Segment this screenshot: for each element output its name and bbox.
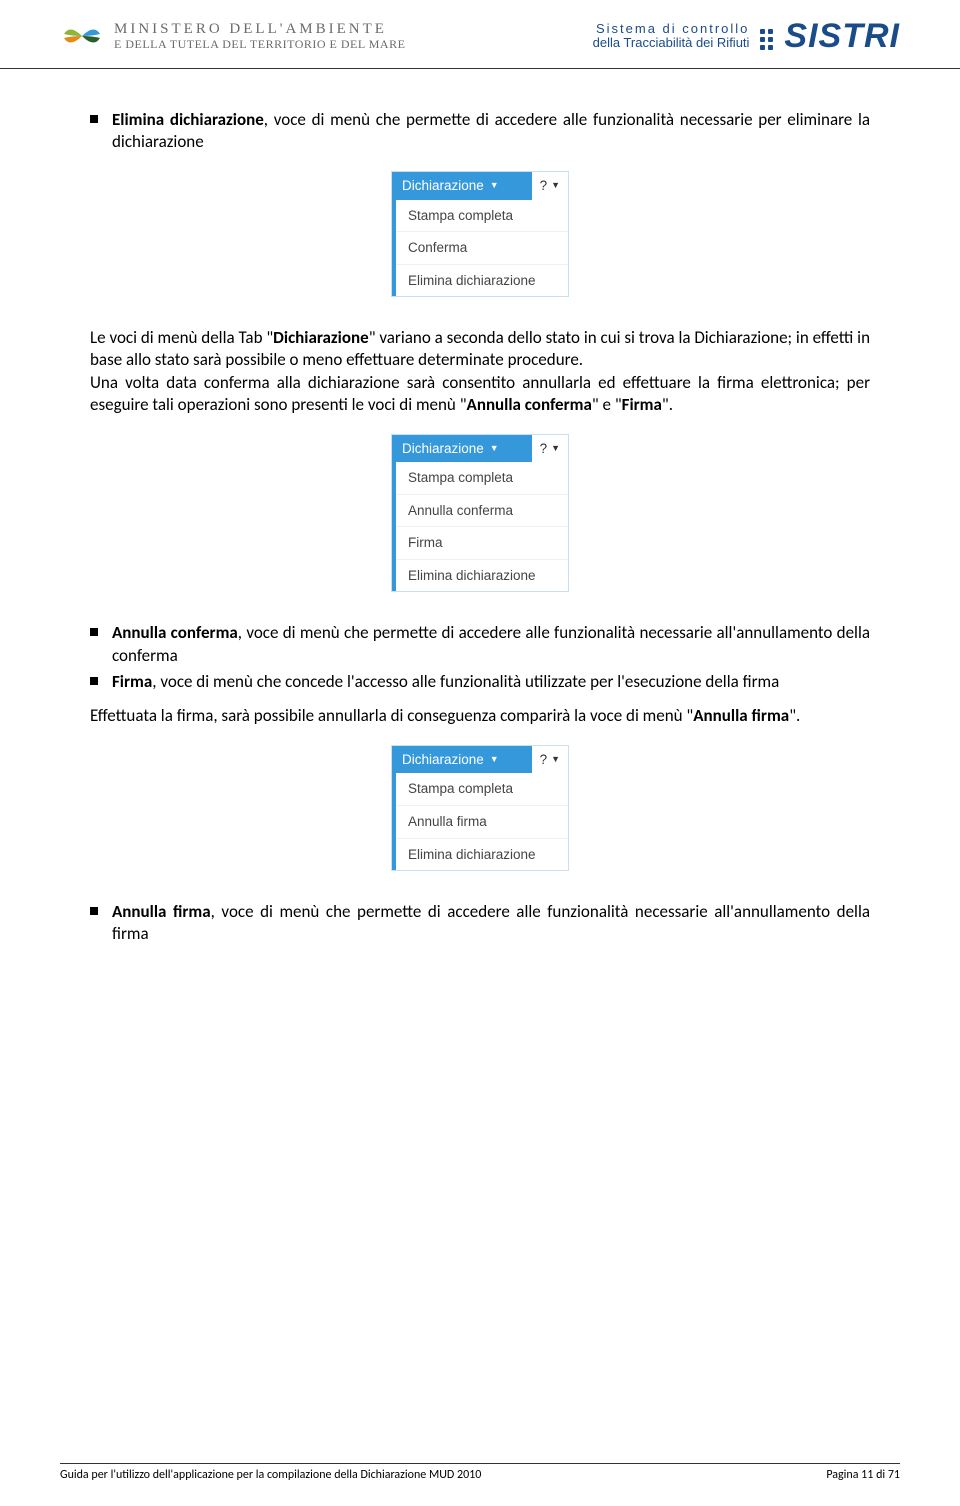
menu-help[interactable]: ? ▼: [532, 746, 568, 774]
p2-bold2: Firma: [622, 394, 662, 415]
header-right: Sistema di controllo della Tracciabilità…: [593, 17, 900, 56]
menu-items: Stampa completa Annulla firma Elimina di…: [392, 773, 568, 870]
menu-tab-dichiarazione[interactable]: Dichiarazione ▼: [392, 746, 532, 774]
chevron-down-icon: ▼: [551, 443, 560, 455]
bullet-list-1: Elimina dichiarazione, voce di menù che …: [90, 109, 870, 153]
chevron-down-icon: ▼: [490, 754, 499, 766]
bullet-bold: Elimina dichiarazione: [112, 109, 264, 130]
chevron-down-icon: ▼: [490, 443, 499, 455]
bullet-rest: , voce di menù che permette di accedere …: [112, 901, 870, 944]
tagline-line2: della Tracciabilità dei Rifiuti: [593, 36, 750, 50]
bullet-rest: , voce di menù che concede l'accesso all…: [152, 671, 779, 692]
content-area: Elimina dichiarazione , voce di menù che …: [0, 69, 960, 969]
p2-bold1: Annulla conferma: [467, 394, 592, 415]
menu-item[interactable]: Stampa completa: [396, 462, 568, 495]
ministry-line2: E DELLA TUTELA DEL TERRITORIO E DEL MARE: [114, 38, 405, 51]
menu-tab-label: Dichiarazione: [402, 440, 484, 458]
menu-item[interactable]: Firma: [396, 527, 568, 560]
page-footer: Guida per l'utilizzo dell'applicazione p…: [60, 1463, 900, 1482]
menu-item[interactable]: Elimina dichiarazione: [396, 839, 568, 871]
help-label: ?: [540, 177, 548, 195]
p2-post: ".: [662, 394, 673, 415]
list-item: Annulla conferma, voce di menù che perme…: [112, 622, 870, 666]
bullet-list-2: Annulla conferma, voce di menù che perme…: [90, 622, 870, 692]
menu-item[interactable]: Annulla conferma: [396, 495, 568, 528]
menu-widget-3: Dichiarazione ▼ ? ▼ Stampa completa Annu…: [391, 745, 569, 871]
bullet-bold: Annulla firma: [112, 901, 211, 922]
menu-header-row: Dichiarazione ▼ ? ▼: [392, 172, 568, 200]
menu-help[interactable]: ? ▼: [532, 435, 568, 463]
help-label: ?: [540, 751, 548, 769]
menu2-wrap: Dichiarazione ▼ ? ▼ Stampa completa Annu…: [90, 434, 870, 593]
menu-tab-label: Dichiarazione: [402, 177, 484, 195]
header-left: MINISTERO DELL'AMBIENTE E DELLA TUTELA D…: [60, 14, 405, 58]
bullet-list-3: Annulla firma, voce di menù che permette…: [90, 901, 870, 945]
chevron-down-icon: ▼: [551, 180, 560, 192]
chevron-down-icon: ▼: [490, 180, 499, 192]
ministry-title: MINISTERO DELL'AMBIENTE E DELLA TUTELA D…: [114, 22, 405, 50]
ministry-logo-icon: [60, 14, 104, 58]
list-item: Annulla firma, voce di menù che permette…: [112, 901, 870, 945]
menu-item[interactable]: Elimina dichiarazione: [396, 560, 568, 592]
bullet-bold: Firma: [112, 671, 152, 692]
bullet-bold: Annulla conferma: [112, 622, 238, 643]
paragraph-1: Le voci di menù della Tab "Dichiarazione…: [90, 327, 870, 371]
p3-post: ".: [789, 705, 800, 726]
menu-widget-2: Dichiarazione ▼ ? ▼ Stampa completa Annu…: [391, 434, 569, 593]
p1-pre: Le voci di menù della Tab ": [90, 327, 273, 348]
menu-item[interactable]: Conferma: [396, 232, 568, 265]
menu-item[interactable]: Stampa completa: [396, 773, 568, 806]
list-item: Elimina dichiarazione, voce di menù che …: [112, 109, 870, 153]
menu-header-row: Dichiarazione ▼ ? ▼: [392, 435, 568, 463]
p2-mid: " e ": [592, 394, 622, 415]
menu3-wrap: Dichiarazione ▼ ? ▼ Stampa completa Annu…: [90, 745, 870, 871]
menu-item[interactable]: Elimina dichiarazione: [396, 265, 568, 297]
menu-items: Stampa completa Conferma Elimina dichiar…: [392, 200, 568, 297]
p3-bold: Annulla firma: [693, 705, 789, 726]
menu-help[interactable]: ? ▼: [532, 172, 568, 200]
menu1-wrap: Dichiarazione ▼ ? ▼ Stampa completa Conf…: [90, 171, 870, 297]
menu-tab-dichiarazione[interactable]: Dichiarazione ▼: [392, 435, 532, 463]
menu-tab-label: Dichiarazione: [402, 751, 484, 769]
menu-tab-dichiarazione[interactable]: Dichiarazione ▼: [392, 172, 532, 200]
footer-left: Guida per l'utilizzo dell'applicazione p…: [60, 1468, 481, 1482]
list-item: Firma, voce di menù che concede l'access…: [112, 671, 870, 693]
help-label: ?: [540, 440, 548, 458]
menu-item[interactable]: Stampa completa: [396, 200, 568, 233]
menu-header-row: Dichiarazione ▼ ? ▼: [392, 746, 568, 774]
tagline: Sistema di controllo della Tracciabilità…: [593, 22, 750, 51]
paragraph-3: Effettuata la firma, sarà possibile annu…: [90, 705, 870, 727]
menu-items: Stampa completa Annulla conferma Firma E…: [392, 462, 568, 591]
footer-right: Pagina 11 di 71: [826, 1468, 900, 1482]
menu-item[interactable]: Annulla firma: [396, 806, 568, 839]
tagline-line1: Sistema di controllo: [593, 22, 750, 36]
chevron-down-icon: ▼: [551, 754, 560, 766]
sistri-logo: SISTRI: [784, 17, 900, 56]
p3-pre: Effettuata la firma, sarà possibile annu…: [90, 705, 693, 726]
ministry-line1: MINISTERO DELL'AMBIENTE: [114, 22, 405, 38]
paragraph-2: Una volta data conferma alla dichiarazio…: [90, 372, 870, 416]
dots-icon: [760, 29, 773, 50]
page-header: MINISTERO DELL'AMBIENTE E DELLA TUTELA D…: [0, 0, 960, 69]
p1-bold: Dichiarazione: [273, 327, 369, 348]
menu-widget-1: Dichiarazione ▼ ? ▼ Stampa completa Conf…: [391, 171, 569, 297]
